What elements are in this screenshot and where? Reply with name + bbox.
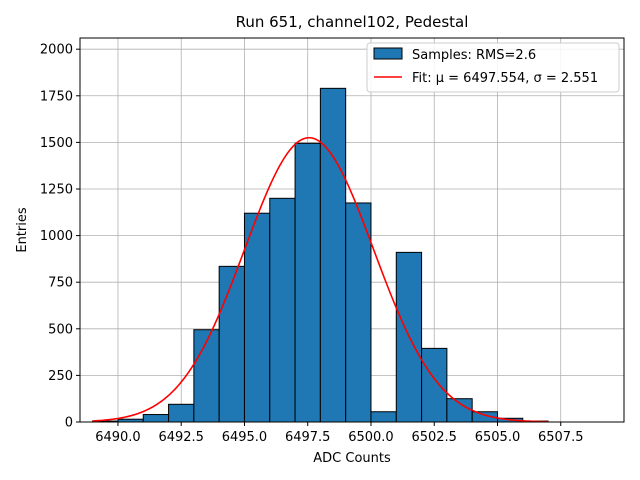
histogram-bar bbox=[269, 197, 296, 423]
histogram-bar bbox=[446, 398, 473, 423]
histogram-bar bbox=[168, 403, 195, 423]
y-axis-label: Entries bbox=[15, 207, 30, 253]
x-tick-label: 6492.5 bbox=[158, 430, 204, 445]
y-tick-label: 750 bbox=[48, 276, 73, 291]
histogram-bar bbox=[294, 142, 321, 423]
y-tick-label: 1000 bbox=[40, 229, 73, 244]
plot-frame bbox=[79, 37, 625, 423]
x-axis-label: ADC Counts bbox=[313, 451, 391, 466]
y-tick-label: 1750 bbox=[40, 89, 73, 104]
x-axis-ticks: 6490.0 6492.5 6495.0 6497.5 6500.0 6502.5 6505… bbox=[95, 422, 583, 445]
x-tick-label: 6502.5 bbox=[411, 430, 457, 445]
x-tick-label: 6500.0 bbox=[348, 430, 394, 445]
histogram-bar bbox=[243, 212, 271, 423]
y-tick-label: 1250 bbox=[40, 182, 73, 197]
x-tick-label: 6497.5 bbox=[285, 430, 331, 445]
x-tick-label: 6495.0 bbox=[222, 430, 268, 445]
histogram-bar bbox=[345, 202, 372, 423]
y-tick-label: 1500 bbox=[40, 136, 73, 151]
histogram-bar bbox=[193, 329, 220, 423]
histogram-bars bbox=[92, 87, 549, 423]
histogram-bar bbox=[370, 411, 397, 423]
legend: Samples: RMS=2.6 Fit: μ = 6497.554, σ = … bbox=[366, 42, 620, 93]
y-tick-label: 0 bbox=[65, 416, 73, 431]
legend-label-fit: Fit: μ = 6497.554, σ = 2.551 bbox=[412, 71, 598, 86]
gaussian-fit-curve bbox=[92, 136, 549, 423]
x-tick-label: 6490.0 bbox=[95, 430, 141, 445]
x-tick-label: 6505.0 bbox=[475, 430, 521, 445]
histogram-bar bbox=[218, 265, 245, 423]
y-axis-ticks: 0 250 500 750 1000 1250 1500 1750 2000 bbox=[40, 43, 80, 431]
y-tick-label: 2000 bbox=[40, 43, 73, 58]
histogram-bar bbox=[421, 347, 448, 423]
histogram-bar bbox=[319, 87, 347, 423]
y-tick-label: 500 bbox=[48, 322, 73, 337]
histogram-bar bbox=[142, 414, 170, 423]
legend-swatch-histogram bbox=[373, 47, 403, 60]
y-tick-label: 250 bbox=[48, 369, 73, 384]
chart-title: Run 651, channel102, Pedestal bbox=[236, 13, 469, 31]
legend-box bbox=[366, 42, 620, 93]
legend-label-histogram: Samples: RMS=2.6 bbox=[412, 48, 536, 63]
x-tick-label: 6507.5 bbox=[538, 430, 584, 445]
